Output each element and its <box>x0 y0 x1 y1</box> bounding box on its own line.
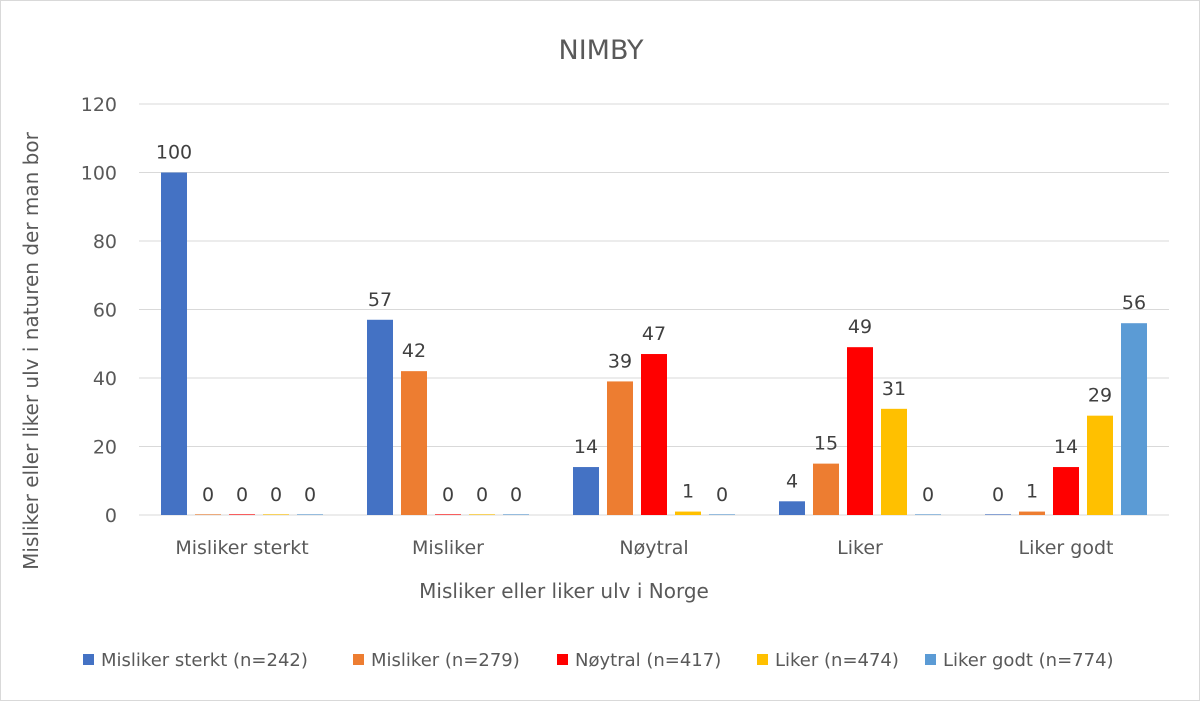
data-label: 0 <box>922 484 934 506</box>
data-label: 56 <box>1122 292 1146 314</box>
x-tick-label: Liker godt <box>1019 537 1114 559</box>
bar <box>297 514 323 515</box>
bar <box>367 319 393 515</box>
data-label: 15 <box>814 433 838 455</box>
data-label: 14 <box>1054 436 1078 458</box>
bar <box>503 514 529 515</box>
y-tick-labels: 0 20 40 60 80 100 120 <box>81 94 117 527</box>
bar <box>1087 415 1113 515</box>
data-label: 31 <box>882 378 906 400</box>
bar <box>435 514 461 515</box>
x-tick-label: Nøytral <box>619 537 688 559</box>
y-tick-label: 20 <box>93 437 117 459</box>
data-label: 4 <box>786 470 798 492</box>
legend-swatch <box>557 654 568 665</box>
x-tick-label: Liker <box>837 537 883 559</box>
bar <box>915 514 941 515</box>
data-label: 0 <box>476 484 488 506</box>
y-tick-label: 100 <box>81 163 117 185</box>
bar <box>263 514 289 515</box>
data-label: 29 <box>1088 385 1112 407</box>
bar <box>1053 467 1079 515</box>
bar <box>195 514 221 515</box>
data-label: 14 <box>574 436 598 458</box>
data-label: 0 <box>510 484 522 506</box>
bar <box>985 514 1011 515</box>
bar <box>469 514 495 515</box>
data-label: 0 <box>992 484 1004 506</box>
data-label: 0 <box>304 484 316 506</box>
legend-swatch <box>925 654 936 665</box>
y-tick-label: 0 <box>105 505 117 527</box>
legend-swatch <box>757 654 768 665</box>
x-axis-title: Misliker eller liker ulv i Norge <box>419 579 709 603</box>
legend-label: Liker (n=474) <box>775 650 899 671</box>
bar <box>641 354 667 515</box>
data-label: 100 <box>156 142 192 164</box>
data-label: 0 <box>202 484 214 506</box>
bar <box>1121 323 1147 515</box>
bar <box>161 172 187 515</box>
bar <box>401 371 427 515</box>
y-tick-label: 40 <box>93 368 117 390</box>
x-tick-label: Misliker <box>412 537 484 559</box>
bar <box>847 347 873 515</box>
data-label: 0 <box>716 484 728 506</box>
x-tick-labels: Misliker sterkt Misliker Nøytral Liker Liker… <box>175 537 1113 559</box>
bar <box>1019 511 1045 515</box>
legend: Misliker sterkt (n=242) Misliker (n=279) N… <box>83 650 1114 671</box>
data-label: 0 <box>270 484 282 506</box>
data-label: 0 <box>236 484 248 506</box>
x-tick-label: Misliker sterkt <box>175 537 308 559</box>
bar <box>813 463 839 515</box>
legend-label: Misliker (n=279) <box>371 650 520 671</box>
legend-label: Misliker sterkt (n=242) <box>101 650 308 671</box>
legend-label: Nøytral (n=417) <box>575 650 721 671</box>
bar <box>229 514 255 515</box>
y-tick-label: 60 <box>93 300 117 322</box>
data-label: 1 <box>1026 481 1038 503</box>
y-tick-label: 80 <box>93 231 117 253</box>
bar <box>573 467 599 515</box>
legend-swatch <box>353 654 364 665</box>
data-label: 0 <box>442 484 454 506</box>
data-label: 49 <box>848 316 872 338</box>
data-label: 57 <box>368 289 392 311</box>
bars <box>161 172 1147 515</box>
chart-title: NIMBY <box>559 35 645 66</box>
y-tick-label: 120 <box>81 94 117 116</box>
bar <box>881 408 907 515</box>
data-label: 42 <box>402 340 426 362</box>
data-label: 1 <box>682 481 694 503</box>
bar <box>675 511 701 515</box>
bar <box>709 514 735 515</box>
legend-label: Liker godt (n=774) <box>943 650 1114 671</box>
bar <box>607 381 633 515</box>
legend-swatch <box>83 654 94 665</box>
bar <box>779 501 805 515</box>
y-axis-title: Misliker eller liker ulv i naturen der m… <box>19 131 43 569</box>
data-label: 47 <box>642 323 666 345</box>
data-label: 39 <box>608 350 632 372</box>
